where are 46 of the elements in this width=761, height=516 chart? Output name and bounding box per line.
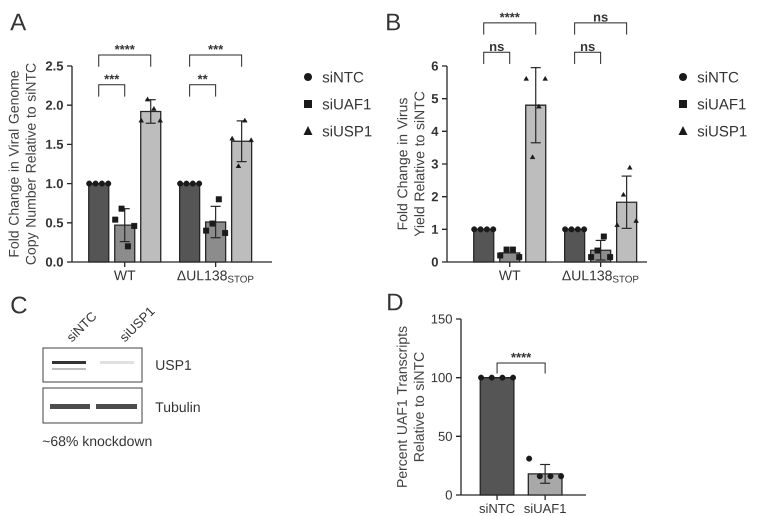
y-axis-title: Percent UAF1 Transcripts Relative to siNTC [396, 326, 424, 487]
legend-label: siUSP1 [322, 125, 372, 136]
text: ns [580, 44, 595, 51]
legend-label: siNTC [698, 71, 738, 82]
y-tick-label: 2.0 [46, 100, 63, 110]
legend-label: siUSP1 [698, 125, 746, 136]
y-axis-title: Fold Change in Viral Genome Copy Number Relative to siNTC [8, 63, 39, 264]
x-tick-label: ΔUL138$_{STOP}$ [177, 270, 254, 282]
y-tick-label: 3 [432, 159, 438, 168]
y-tick-label: 50 [438, 432, 452, 441]
y-tick-label: 6 [432, 61, 438, 70]
y-tick-label: 1.0 [46, 178, 63, 188]
y-tick-label: 0.5 [46, 218, 64, 228]
y-tick-label: 1 [432, 224, 438, 234]
text: **** [114, 44, 135, 50]
x-tick-label: ΔUL138$_{STOP}$ [562, 270, 638, 282]
text: ~68% knockdown [42, 436, 152, 446]
y-tick-label: 5 [432, 94, 438, 103]
text: ns [490, 44, 504, 51]
y-tick-label: 0 [432, 257, 438, 266]
y-tick-label: 2 [432, 192, 438, 201]
y-tick-label: 2.5 [46, 61, 64, 70]
chart-title: A [10, 14, 26, 30]
chart-title: B [387, 14, 400, 30]
y-tick-label: 0.0 [46, 257, 63, 266]
annotation: **** [511, 352, 532, 358]
y-axis-title: Fold Change in Virus Yield Relative to siNTC [397, 91, 424, 236]
text: *** [208, 44, 224, 50]
legend-label: siUAF1 [322, 98, 371, 110]
text: **** [500, 12, 520, 18]
x-tick-label: WT [498, 270, 520, 280]
chart-title: D [388, 294, 402, 310]
legend-label: siNTC [322, 71, 364, 82]
text: Tubulin [156, 402, 200, 412]
annotation: *** [104, 74, 120, 80]
y-tick-label: 100 [432, 372, 452, 382]
legend-label: siUAF1 [698, 98, 746, 110]
y-tick-label: 150 [432, 314, 452, 324]
text: USP1 [156, 360, 192, 370]
text: C [11, 296, 27, 314]
text: ns [594, 14, 608, 22]
y-tick-label: 0 [446, 490, 452, 500]
x-tick-label: WT [114, 270, 136, 280]
annotation: ** [198, 74, 208, 80]
y-tick-label: 1.5 [46, 140, 64, 149]
y-tick-label: 4 [431, 126, 438, 136]
